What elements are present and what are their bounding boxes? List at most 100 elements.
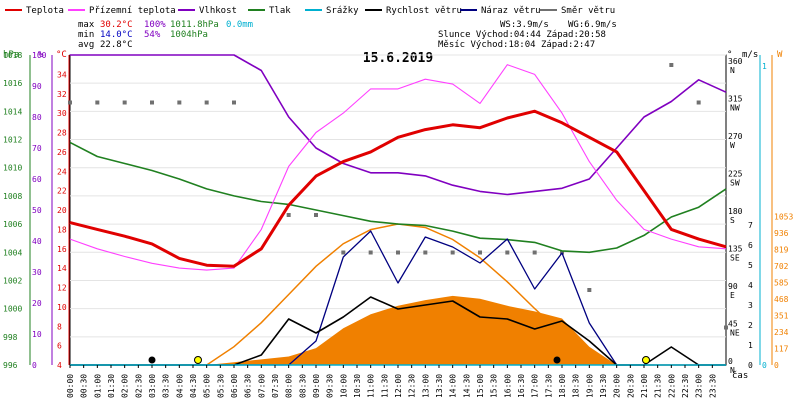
pressure-tick-label: 1004 bbox=[3, 248, 22, 257]
wind-dir-point bbox=[669, 63, 674, 67]
x-tick-label: 02:00 bbox=[121, 374, 130, 398]
wind-dir-point bbox=[122, 100, 127, 105]
solar-tick-label: 1053 bbox=[774, 213, 793, 222]
x-tick-label: 04:30 bbox=[189, 374, 198, 398]
wind-dir-point bbox=[177, 100, 182, 105]
x-tick-label: 06:30 bbox=[244, 374, 253, 398]
x-tick-label: 14:00 bbox=[449, 374, 458, 398]
stat-min-press: 1004hPa bbox=[170, 30, 208, 40]
stat-avg-temp: 22.8°C bbox=[100, 40, 133, 50]
solar-tick-label: 936 bbox=[774, 229, 789, 238]
unit-ms: m/s bbox=[742, 50, 758, 60]
unit-hpa: hPa bbox=[3, 50, 19, 60]
temperature-tick-label: 26 bbox=[57, 148, 67, 157]
temperature-tick-label: 6 bbox=[57, 342, 62, 351]
wind-speed-tick-label: 3 bbox=[748, 301, 753, 310]
wind-speed-tick-label: 0 bbox=[748, 361, 753, 370]
rain-tick-label: 1 bbox=[762, 62, 767, 71]
solar-tick-label: 585 bbox=[774, 279, 789, 288]
x-tick-label: 21:30 bbox=[654, 374, 663, 398]
pressure-tick-label: 998 bbox=[3, 333, 18, 342]
wind-dir-tick-label: S bbox=[730, 216, 735, 225]
temperature-tick-label: 16 bbox=[57, 245, 67, 254]
wind-dir-tick-label: 225 bbox=[728, 170, 743, 179]
x-tick-label: 11:00 bbox=[367, 374, 376, 398]
pressure-tick-label: 1012 bbox=[3, 136, 22, 145]
moonset-marker bbox=[148, 356, 156, 364]
wind-dir-tick-label: N bbox=[730, 366, 735, 375]
stat-avg-label: avg bbox=[78, 40, 94, 50]
wind-speed-tick-label: 5 bbox=[748, 261, 753, 270]
stats-panel: max 30.2°C 100% 1011.8hPa 0.0mm min 14.0… bbox=[78, 20, 617, 50]
legend-label: Náraz větru bbox=[481, 6, 541, 16]
x-tick-label: 00:00 bbox=[66, 374, 75, 398]
x-tick-label: 03:00 bbox=[148, 374, 157, 398]
temperature-tick-label: 28 bbox=[57, 129, 67, 138]
wind-dir-tick-label: SE bbox=[730, 254, 740, 263]
temperature-tick-label: 20 bbox=[57, 206, 67, 215]
x-tick-label: 01:00 bbox=[93, 374, 102, 398]
humidity-tick-label: 10 bbox=[32, 330, 42, 339]
legend: Teplota Přízemní teplota Vlhkost Tlak Srážky… bbox=[5, 6, 615, 16]
x-tick-label: 07:00 bbox=[257, 374, 266, 398]
x-tick-label: 11:30 bbox=[380, 374, 389, 398]
wind-dir-point bbox=[368, 250, 373, 255]
humidity-tick-label: 50 bbox=[32, 206, 42, 215]
stat-max-temp: 30.2°C bbox=[100, 20, 133, 30]
pressure-tick-label: 1014 bbox=[3, 107, 22, 116]
x-tick-label: 20:30 bbox=[626, 374, 635, 398]
stat-moon: Měsíc Východ:18:04 Západ:2:47 bbox=[438, 40, 595, 50]
unit-deg: ° bbox=[727, 50, 732, 60]
stat-max-label: max bbox=[78, 20, 95, 30]
wind-dir-tick-label: N bbox=[730, 66, 735, 75]
x-tick-label: 15:30 bbox=[490, 374, 499, 398]
humidity-tick-label: 60 bbox=[32, 175, 42, 184]
wind-speed-tick-label: 4 bbox=[748, 281, 753, 290]
x-axis: 00:00 00:30 01:00 01:30 02:00 02:30 03:00 03:30… bbox=[66, 365, 717, 398]
wind-dir-tick-label: 180 bbox=[728, 207, 743, 216]
pressure-tick-label: 1008 bbox=[3, 192, 22, 201]
temperature-tick-label: 4 bbox=[57, 361, 62, 370]
humidity-tick-label: 90 bbox=[32, 82, 42, 91]
x-tick-label: 23:00 bbox=[695, 374, 704, 398]
humidity-tick-label: 40 bbox=[32, 237, 42, 246]
solar-tick-label: 234 bbox=[774, 328, 789, 337]
wind-dir-point bbox=[396, 250, 400, 255]
x-tick-label: 05:30 bbox=[216, 374, 225, 398]
wind-dir-tick-label: 135 bbox=[728, 245, 743, 254]
temperature-tick-label: 22 bbox=[57, 187, 67, 196]
x-tick-label: 02:30 bbox=[134, 374, 143, 398]
x-tick-label: 17:30 bbox=[544, 374, 553, 398]
legend-label: Přízemní teplota bbox=[89, 6, 176, 16]
x-tick-label: 07:30 bbox=[271, 374, 280, 398]
x-tick-label: 13:00 bbox=[421, 374, 430, 398]
wind-dir-point bbox=[341, 250, 346, 255]
solar-tick-label: 351 bbox=[774, 312, 789, 321]
x-tick-label: 10:30 bbox=[353, 374, 362, 398]
x-tick-label: 09:30 bbox=[326, 374, 335, 398]
unit-w: W bbox=[777, 50, 783, 60]
wind-dir-point bbox=[286, 213, 291, 217]
wind-dir-tick-label: SW bbox=[730, 179, 740, 188]
wind-dir-point bbox=[423, 250, 428, 255]
x-tick-label: 05:00 bbox=[203, 374, 212, 398]
x-tick-label: 16:30 bbox=[517, 374, 526, 398]
stat-min-hum: 54% bbox=[144, 30, 161, 40]
solar-tick-label: 702 bbox=[774, 262, 789, 271]
x-tick-label: 21:00 bbox=[640, 374, 649, 398]
wind-dir-point bbox=[532, 250, 537, 255]
legend-label: Směr větru bbox=[561, 6, 615, 16]
sunset-marker bbox=[642, 356, 650, 364]
temperature-tick-label: 18 bbox=[57, 225, 67, 234]
stat-max-hum: 100% bbox=[144, 20, 166, 30]
x-tick-label: 00:30 bbox=[80, 374, 89, 398]
wind-dir-tick-label: 315 bbox=[728, 95, 743, 104]
humidity-tick-label: 20 bbox=[32, 299, 42, 308]
wind-dir-point bbox=[587, 288, 592, 292]
sunrise-marker bbox=[194, 356, 202, 364]
wind-dir-point bbox=[95, 100, 100, 105]
x-tick-label: 19:30 bbox=[599, 374, 608, 398]
x-tick-label: 03:30 bbox=[162, 374, 171, 398]
chart-title: 15.6.2019 bbox=[363, 51, 433, 66]
